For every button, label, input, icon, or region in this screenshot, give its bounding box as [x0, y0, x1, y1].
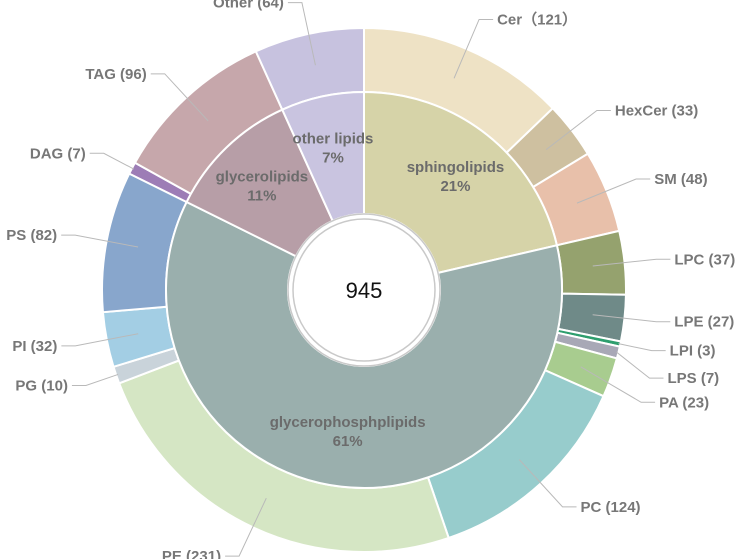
leader-line-sm: [576, 178, 651, 204]
leader-line-pg: [71, 373, 119, 386]
inner-percent-glycerophosphplipids: 61%: [333, 433, 363, 450]
outer-label-pg: PG (10): [15, 377, 68, 394]
leader-line-lpc: [592, 258, 671, 267]
leader-line-ps: [61, 234, 139, 248]
center-circle: [292, 218, 436, 362]
outer-label-other: Other (64): [213, 0, 284, 12]
inner-labels: sphingolipids 21% glycerophosphplipids 61% g…: [216, 130, 505, 450]
inner-label-other-lipids: other lipids: [293, 130, 374, 147]
inner-label-glycerolipids: glycerolipids: [216, 168, 309, 185]
outer-label-tag: TAG (96): [85, 66, 146, 83]
inner-ring: [165, 90, 563, 489]
inner-percent-sphingolipids: 21%: [440, 178, 470, 195]
outer-label-hexcer: HexCer (33): [615, 103, 698, 120]
inner-label-glycerophosphplipids: glycerophosphplipids: [270, 414, 426, 431]
leader-line-hexcer: [545, 110, 611, 151]
inner-percent-glycerolipids: 11%: [247, 187, 276, 204]
leader-line-pe: [225, 497, 267, 557]
outer-ring: [101, 26, 627, 553]
outer-label-pa: PA (23): [659, 394, 709, 411]
outer-label-lpi: LPI (3): [670, 343, 716, 360]
leader-line-dag: [89, 152, 135, 170]
leader-line-other: [287, 2, 316, 66]
total-count-label: 945: [346, 278, 383, 303]
leader-line-pc: [518, 459, 577, 508]
leader-line-lpe: [592, 314, 671, 323]
outer-label-dag: DAG (7): [30, 145, 86, 162]
inner-label-sphingolipids: sphingolipids: [407, 159, 505, 176]
outer-label-lpe: LPE (27): [674, 314, 734, 331]
leader-line-cer: [453, 18, 494, 79]
outer-label-lpc: LPC (37): [674, 251, 735, 268]
outer-label-pe: PE (231): [162, 548, 221, 559]
inner-percent-other-lipids: 7%: [322, 149, 344, 166]
leader-line-pi: [61, 333, 139, 347]
center-hub: 945: [287, 213, 441, 367]
outer-labels: Cer（121） HexCer (33) SM (48) LPC (37) LPE (2…: [6, 0, 735, 559]
outer-label-pc: PC (124): [581, 499, 641, 516]
outer-label-pi: PI (32): [12, 338, 57, 355]
leader-line-tag: [150, 73, 209, 122]
outer-label-cer: Cer（121）: [497, 10, 577, 28]
outer-label-lps: LPS (7): [668, 370, 720, 387]
leader-lines: [61, 2, 671, 557]
leader-line-lpi: [618, 343, 666, 352]
leader-line-pa: [580, 366, 656, 403]
outer-label-ps: PS (82): [6, 227, 57, 244]
leader-line-lps: [616, 351, 664, 379]
outer-label-sm: SM (48): [654, 171, 707, 188]
